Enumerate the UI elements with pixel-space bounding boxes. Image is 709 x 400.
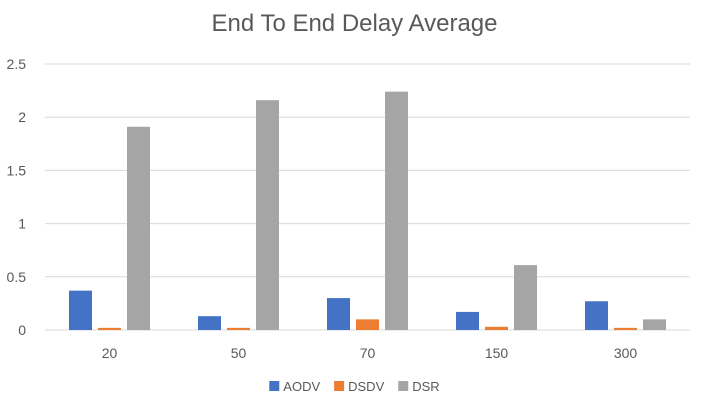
y-tick-label: 2.5 [7,56,27,72]
bar-dsdv-300 [614,327,637,330]
y-axis-ticks: 0 0.5 1 1.5 2 2.5 [7,56,27,338]
bar-dsr-70 [385,91,408,330]
y-tick-label: 2 [18,109,26,125]
legend-item-aodv: AODV [269,379,320,394]
bar-dsdv-70 [356,319,379,330]
legend-swatch [334,381,345,391]
bar-aodv-70 [327,298,350,330]
x-tick-label: 20 [102,345,118,361]
legend-item-dsr: DSR [398,379,440,394]
bar-aodv-50 [198,316,221,330]
x-tick-label: 50 [231,345,247,361]
legend-label: DSR [412,379,439,394]
legend-swatch [398,381,409,391]
bar-aodv-300 [585,301,608,330]
bar-dsdv-50 [227,327,250,330]
bar-dsr-300 [643,319,666,330]
x-tick-label: 150 [485,345,509,361]
y-tick-label: 1 [18,216,26,232]
bar-dsr-50 [256,100,279,331]
y-tick-label: 0 [18,322,26,338]
bar-dsr-150 [514,265,537,330]
y-tick-label: 0.5 [7,269,27,285]
bar-dsdv-150 [485,326,508,330]
bars [69,91,666,331]
legend-label: AODV [283,379,320,394]
x-axis-ticks: 20 50 70 150 300 [102,345,638,361]
bar-dsdv-20 [98,327,121,330]
bar-aodv-150 [456,311,479,330]
legend-swatch [269,381,280,391]
legend-item-dsdv: DSDV [334,379,385,394]
bar-dsr-20 [127,126,150,330]
y-tick-label: 1.5 [7,162,27,178]
legend: AODV DSDV DSR [269,379,440,394]
chart-title: End To End Delay Average [212,10,498,37]
legend-label: DSDV [348,379,384,394]
x-tick-label: 300 [614,345,638,361]
gridlines [45,63,690,331]
x-tick-label: 70 [360,345,376,361]
bar-aodv-20 [69,290,92,330]
